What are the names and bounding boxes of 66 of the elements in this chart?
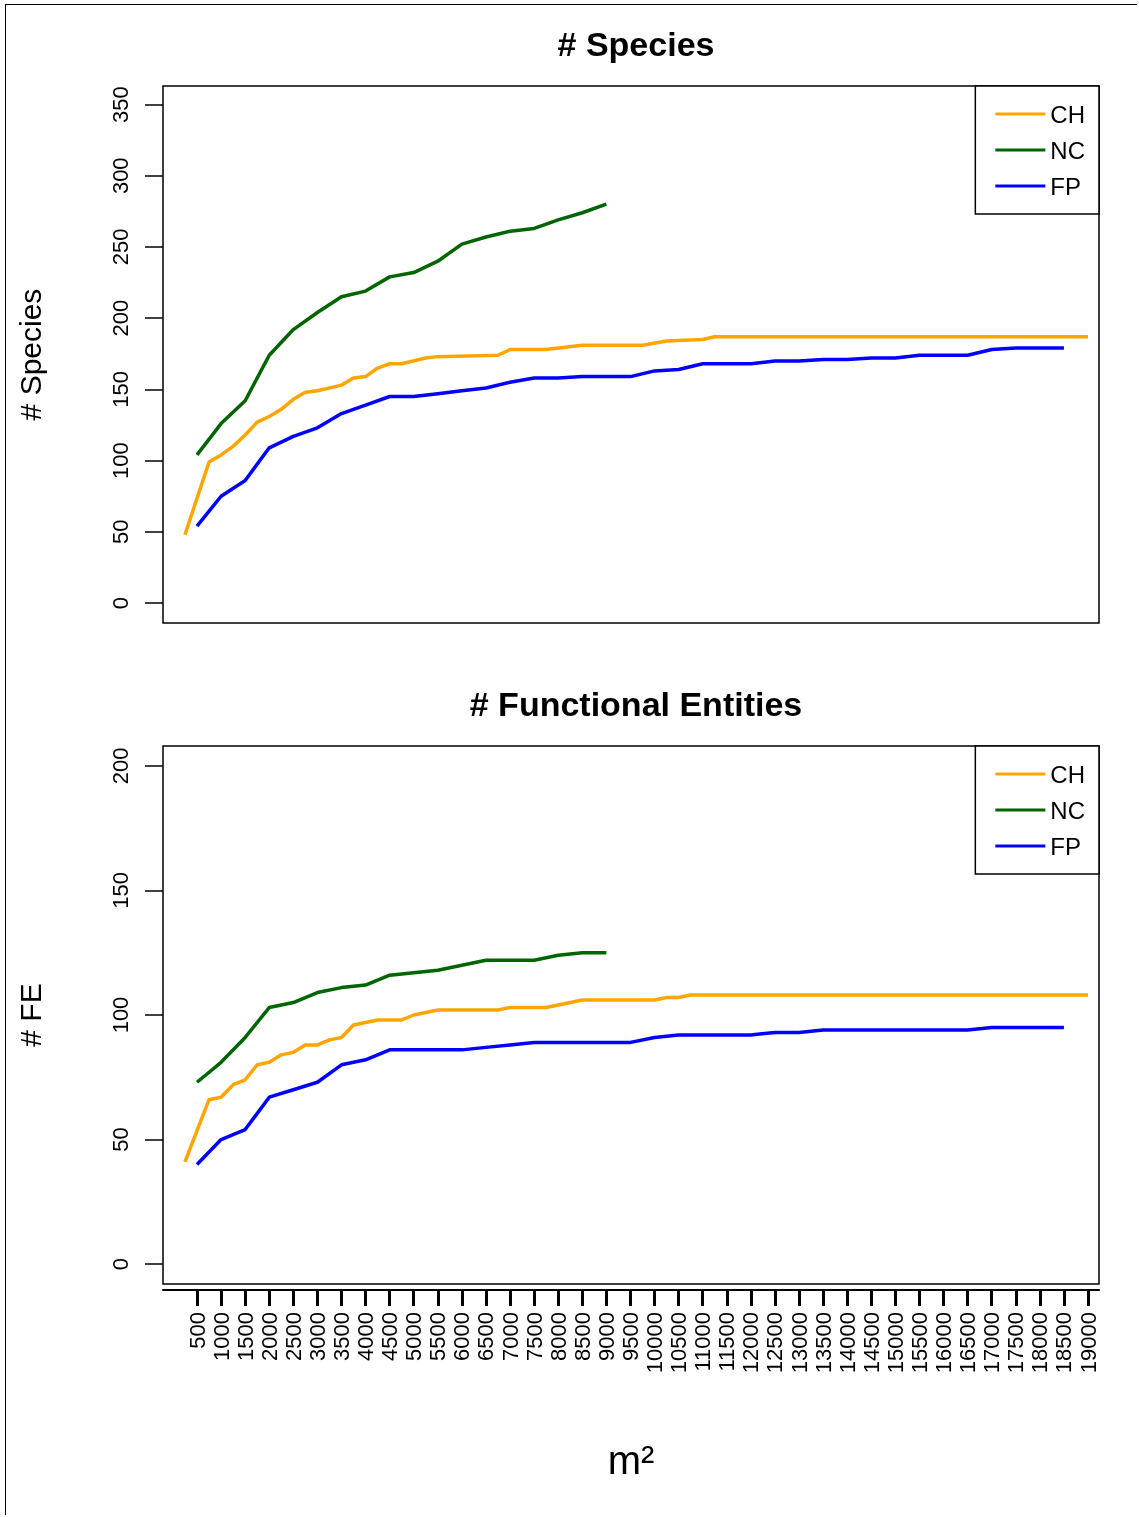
x-tick-label: 500: [184, 1312, 210, 1349]
legend-label: NC: [1050, 796, 1086, 824]
y-tick-label: 50: [107, 519, 133, 545]
x-tick-label: 13000: [786, 1312, 812, 1374]
y-tick-label: 150: [107, 371, 133, 408]
x-tick-label: 12000: [738, 1312, 764, 1374]
line-series: [195, 1025, 1066, 1167]
x-tick-label: 8500: [569, 1312, 595, 1361]
x-tick-label: 6500: [473, 1312, 499, 1361]
y-tick-label: 0: [107, 1257, 133, 1271]
x-tick-label: 2500: [280, 1312, 306, 1361]
y-tick-label: 100: [107, 442, 133, 479]
x-tick-label: 16000: [931, 1312, 957, 1374]
x-tick-label: 1000: [208, 1312, 234, 1361]
y-tick-label: 150: [107, 872, 133, 909]
x-tick-label: 11500: [714, 1312, 740, 1372]
x-tick-label: 15500: [906, 1312, 932, 1374]
x-tick-label: 4500: [377, 1312, 403, 1361]
x-tick-label: 18500: [1051, 1312, 1077, 1374]
x-axis-title: m²: [607, 1438, 655, 1482]
x-tick-label: 3000: [304, 1312, 330, 1361]
x-tick-label: 17000: [979, 1312, 1005, 1374]
x-tick-label: 11000: [690, 1312, 716, 1372]
x-tick-label: 7500: [521, 1312, 547, 1361]
chart-title: # Species: [557, 25, 715, 63]
x-tick-label: 13500: [810, 1312, 836, 1374]
y-tick-label: 200: [107, 747, 133, 785]
x-tick-label: 19000: [1075, 1312, 1101, 1374]
y-tick-label: 250: [107, 228, 133, 266]
y-tick-label: 50: [107, 1127, 133, 1152]
y-axis-title: # FE: [13, 983, 47, 1047]
x-tick-label: 10500: [666, 1312, 692, 1374]
line-series: [195, 202, 609, 457]
legend-label: FP: [1050, 172, 1082, 200]
legend-label: NC: [1050, 136, 1086, 164]
x-tick-label: 5500: [425, 1312, 451, 1361]
y-tick-label: 0: [107, 596, 133, 610]
x-tick-label: 15000: [882, 1312, 908, 1374]
legend-label: CH: [1050, 100, 1086, 128]
x-tick-label: 14000: [834, 1312, 860, 1374]
x-tick-label: 10000: [642, 1312, 668, 1374]
x-tick-label: 9500: [617, 1312, 643, 1361]
x-tick-label: 14500: [858, 1312, 884, 1374]
x-tick-label: 18000: [1027, 1312, 1053, 1374]
x-tick-label: 4000: [353, 1312, 379, 1361]
x-tick-label: 3500: [328, 1312, 354, 1361]
y-tick-label: 350: [107, 86, 133, 123]
legend-label: FP: [1050, 832, 1082, 860]
legend-label: CH: [1050, 760, 1086, 788]
x-tick-label: 17500: [1003, 1312, 1029, 1374]
x-tick-label: 6000: [449, 1312, 475, 1361]
y-tick-label: 300: [107, 157, 133, 195]
y-tick-label: 100: [107, 996, 133, 1034]
line-series: [195, 950, 609, 1084]
x-tick-label: 2000: [256, 1312, 282, 1361]
y-tick-label: 200: [107, 299, 133, 337]
x-tick-label: 8000: [545, 1312, 571, 1361]
line-series: [183, 993, 1090, 1164]
y-axis-title: # Species: [13, 288, 47, 421]
x-tick-label: 5000: [401, 1312, 427, 1361]
chart-title: # Functional Entities: [469, 685, 803, 723]
x-tick-label: 12500: [762, 1312, 788, 1374]
x-tick-label: 1500: [232, 1312, 258, 1361]
x-tick-label: 7000: [497, 1312, 523, 1361]
x-tick-label: 9000: [593, 1312, 619, 1361]
x-tick-label: 16500: [955, 1312, 981, 1374]
